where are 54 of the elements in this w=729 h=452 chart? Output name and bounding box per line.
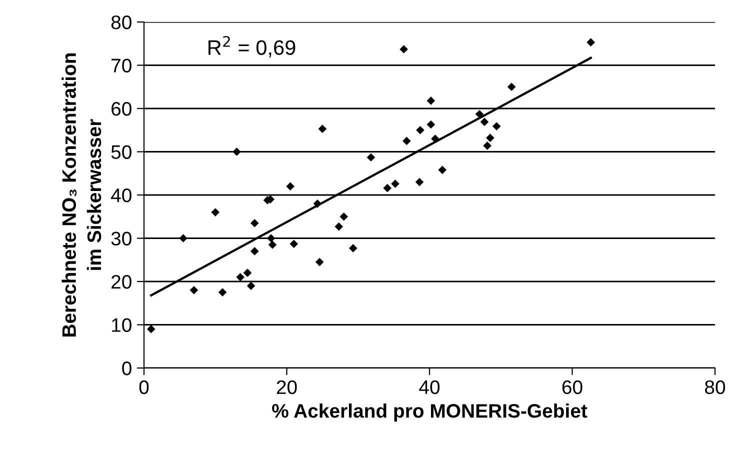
point — [190, 286, 198, 294]
point — [480, 118, 489, 126]
y-tick-label: 20 — [112, 274, 132, 289]
point — [315, 258, 324, 266]
y-tick-label: 40 — [111, 188, 132, 202]
point — [266, 234, 276, 242]
point — [492, 122, 501, 130]
point — [179, 234, 188, 242]
point — [402, 136, 411, 146]
point — [146, 324, 156, 334]
point — [246, 282, 256, 290]
point — [366, 153, 376, 162]
point — [334, 222, 344, 231]
y-axis-title: Berechnete NO₃ Konzentration im Sickerwasser — [62, 53, 102, 336]
point — [268, 240, 277, 249]
point — [438, 166, 447, 174]
x-tick-label: 20 — [276, 380, 297, 394]
point — [507, 82, 516, 92]
point — [318, 124, 327, 133]
point — [475, 110, 484, 118]
point — [232, 148, 241, 156]
y-tick-label: 80 — [111, 15, 132, 30]
point — [218, 288, 227, 296]
point — [426, 120, 436, 129]
point — [416, 126, 424, 134]
point — [236, 273, 245, 282]
y-tick-label: 50 — [111, 145, 132, 159]
x-tick-label: 80 — [705, 380, 726, 394]
point — [426, 96, 436, 105]
x-tick-label: 60 — [562, 380, 582, 394]
point — [483, 142, 492, 150]
x-tick-label: 40 — [419, 380, 440, 394]
point — [586, 38, 595, 46]
point — [391, 180, 400, 188]
point — [243, 268, 252, 278]
y-tick-label: 70 — [112, 58, 132, 72]
annotation: R$^{2}$ = 0,69 — [208, 36, 296, 58]
point — [250, 218, 259, 228]
point — [348, 244, 358, 252]
y-tick-label: 10 — [112, 318, 132, 332]
point — [383, 184, 392, 192]
y-tick-label: 0 — [122, 361, 132, 376]
point — [290, 240, 298, 248]
x-axis-title: % Ackerland pro MONERIS-Gebiet — [272, 403, 588, 422]
point — [250, 247, 259, 256]
x-tick-label: 0 — [139, 380, 149, 394]
point — [486, 134, 494, 142]
point — [211, 208, 220, 216]
y-tick-label: 30 — [111, 232, 132, 246]
point — [340, 212, 348, 221]
y-tick-label: 60 — [112, 102, 132, 116]
point — [415, 178, 424, 186]
point — [400, 45, 408, 54]
point — [286, 182, 294, 191]
